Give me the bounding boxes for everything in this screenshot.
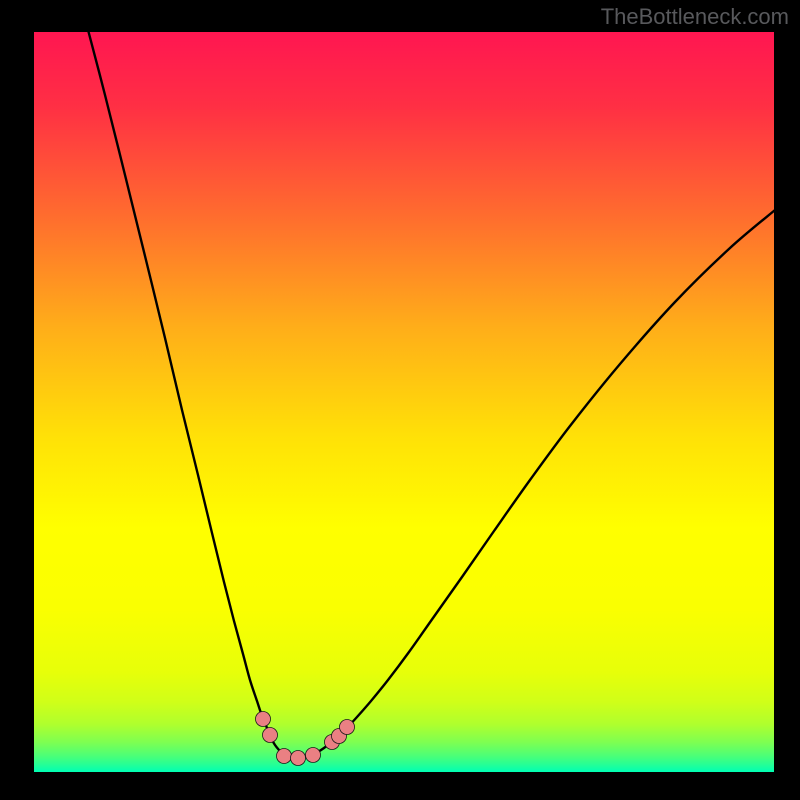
marker-dot <box>263 728 278 743</box>
marker-dot <box>256 712 271 727</box>
plot-background <box>34 32 774 772</box>
marker-dot <box>291 751 306 766</box>
chart-canvas <box>0 0 800 800</box>
frame-bottom <box>0 772 800 800</box>
frame-right <box>774 0 800 800</box>
watermark-text: TheBottleneck.com <box>601 4 789 30</box>
marker-dot <box>306 748 321 763</box>
marker-dot <box>340 720 355 735</box>
frame-left <box>0 0 34 800</box>
marker-dot <box>277 749 292 764</box>
